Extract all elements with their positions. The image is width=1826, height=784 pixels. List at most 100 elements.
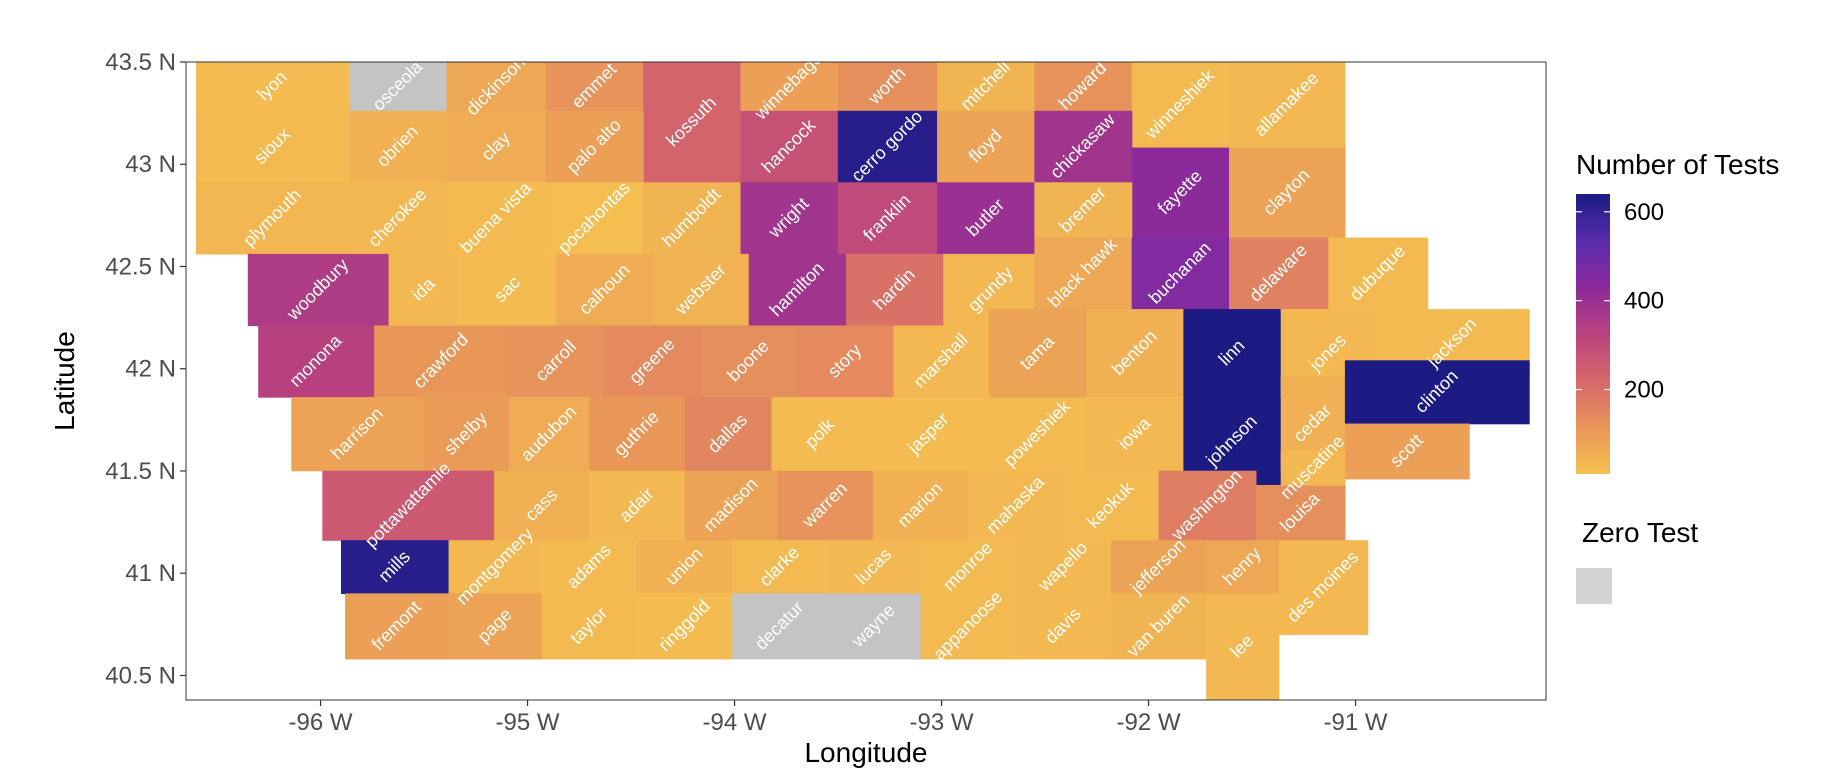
county-harrison [291,397,425,472]
county-chickasaw [1034,110,1133,183]
x-tick-label: -96 W [289,709,353,736]
legend: Number of Tests 600 400 200 Zero Test [1576,149,1779,604]
county-poweshiek [988,397,1087,472]
county-lee [1206,593,1280,701]
legend-title: Number of Tests [1576,149,1779,180]
county-jefferson [1111,540,1207,595]
county-wright [740,182,839,255]
county-pottawattamie [322,470,495,541]
county-carroll [508,325,605,398]
x-axis-ticks: -96 W -95 W -94 W -93 W -92 W -91 W [289,700,1388,736]
county-wapello [1015,540,1112,595]
x-tick-label: -91 W [1324,709,1388,736]
county-des-moines [1278,540,1369,635]
county-wayne [827,593,922,660]
zero-test-swatch [1576,568,1612,604]
county-calhoun [556,253,655,327]
county-dallas [684,397,773,472]
county-mills [340,540,450,595]
county-hardin [845,253,944,327]
legend-ticks: 600 400 200 [1576,199,1664,404]
county-scott [1344,423,1470,480]
county-shelby [423,397,510,472]
county-davis [1015,593,1112,660]
county-keokuk [1063,470,1160,541]
county-van-buren [1111,593,1207,660]
county-taylor [541,593,638,660]
x-tick-label: -92 W [1117,709,1181,736]
county-floyd [937,110,1036,183]
y-tick-label: 43.5 N [105,49,176,76]
y-tick-label: 41 N [125,560,176,587]
county-pocahontas [545,182,644,255]
county-hancock [740,110,839,183]
legend-tick-label: 400 [1624,288,1664,315]
county-clayton [1229,147,1346,239]
county-union [636,540,733,595]
county-lucas [827,540,922,595]
county-benton [1086,309,1185,398]
county-black-hawk [1034,237,1133,310]
county-osceola [349,61,448,112]
county-tama [988,309,1087,398]
y-tick-label: 41.5 N [105,458,176,485]
y-tick-label: 42 N [125,356,176,383]
x-tick-label: -95 W [496,709,560,736]
county-johnson [1183,397,1282,486]
county-cerro-gordo [837,110,938,183]
county-crawford [374,325,510,398]
county-appanoose [920,593,1017,660]
county-obrien [349,110,448,183]
y-axis-ticks: 43.5 N 43 N 42.5 N 42 N 41.5 N 41 N 40.5 N [105,49,186,689]
county-buchanan [1131,237,1230,310]
y-axis-title: Latitude [49,331,80,431]
county-adair [589,470,686,541]
county-mitchell [937,61,1036,112]
county-plymouth [196,182,350,255]
legend-tick-label: 200 [1624,377,1664,404]
y-tick-label: 40.5 N [105,662,176,689]
county-bremer [1034,182,1133,239]
county-clay [446,110,547,183]
county-washington [1158,470,1257,541]
county-marion [872,470,969,541]
county-allamakee [1229,61,1346,149]
county-sioux [196,110,350,183]
county-butler [937,182,1036,255]
county-fayette [1131,147,1230,239]
county-louisa [1255,484,1346,541]
county-jasper [868,397,990,472]
county-boone [701,325,797,398]
county-story [796,325,895,398]
county-muscatine [1280,450,1346,486]
county-audubon [508,397,590,472]
county-mahaska [968,470,1064,541]
county-franklin [837,182,938,255]
county-monroe [920,540,1017,595]
county-cherokee [349,182,448,255]
county-emmet [545,61,644,112]
y-tick-label: 42.5 N [105,253,176,280]
county-webster [653,253,750,327]
county-clinton [1344,360,1530,425]
x-axis-title: Longitude [804,737,927,768]
county-clarke [732,540,828,595]
zero-test-legend-title: Zero Test [1582,517,1698,548]
county-henry [1206,540,1280,595]
county-winneshiek [1131,61,1230,149]
county-hamilton [748,253,847,327]
counties-layer [196,61,1530,701]
legend-colorbar [1576,194,1610,474]
county-dubuque [1328,237,1429,310]
county-winnebago [740,61,839,112]
county-marshall [893,325,990,398]
county-lyon [196,61,350,112]
county-ringgold [636,593,733,660]
legend-tick-label: 600 [1624,199,1664,226]
x-tick-label: -94 W [703,709,767,736]
county-monona [258,325,375,398]
county-adams [541,540,638,595]
county-woodbury [247,253,390,327]
